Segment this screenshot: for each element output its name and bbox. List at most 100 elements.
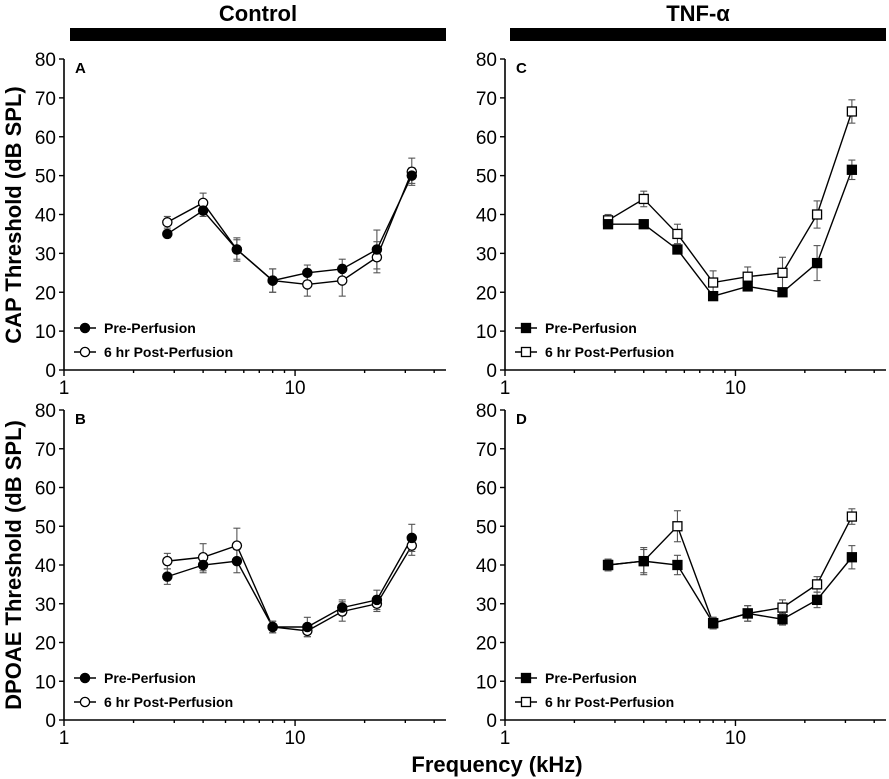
series-line	[607, 111, 853, 284]
data-point	[672, 521, 683, 532]
data-point	[707, 617, 719, 629]
y-tick-label: 50	[35, 517, 56, 538]
y-tick-label: 70	[476, 89, 497, 110]
data-point	[672, 244, 683, 255]
y-tick-label: 20	[35, 634, 56, 655]
x-axis-title: Frequency (kHz)	[411, 752, 582, 777]
y-tick-label: 60	[35, 128, 56, 149]
y-tick-label: 70	[35, 89, 56, 110]
data-point	[811, 257, 823, 269]
y-tick-label: 30	[476, 595, 497, 616]
data-point	[336, 263, 348, 275]
data-point	[846, 164, 858, 175]
y-tick-label: 0	[486, 361, 497, 382]
y-tick-label: 10	[35, 322, 56, 343]
y-tick-label: 60	[476, 128, 497, 149]
x-tick-label: 10	[284, 728, 305, 749]
y-tick-label: 50	[35, 167, 56, 188]
data-point	[777, 614, 788, 625]
x-tick-label: 1	[59, 728, 70, 749]
data-point	[811, 594, 823, 606]
legend-label: Pre-Perfusion	[545, 320, 637, 336]
data-point	[811, 209, 823, 220]
data-point	[638, 555, 649, 567]
y-tick-label: 30	[35, 595, 56, 616]
legend-label: 6 hr Post-Perfusion	[545, 694, 674, 710]
legend-label: 6 hr Post-Perfusion	[545, 344, 674, 360]
data-point	[371, 244, 383, 255]
panel-d: 0 10 20 30 40 50 60 70 80 1 10 D Pre-Perfusion 6 hr P…	[476, 401, 886, 749]
data-point	[777, 287, 788, 298]
series-line	[167, 544, 413, 632]
y-tick-label: 0	[486, 711, 497, 732]
data-point	[602, 559, 614, 571]
y-tick-label: 80	[35, 50, 56, 71]
legend-marker	[79, 696, 91, 708]
data-point	[197, 559, 209, 571]
data-point	[707, 290, 719, 302]
y-tick-label: 40	[35, 556, 56, 577]
panel-letter: D	[516, 411, 527, 428]
data-point	[638, 193, 649, 205]
data-point	[267, 275, 278, 286]
legend-label: Pre-Perfusion	[104, 320, 196, 336]
y-tick-label: 80	[35, 401, 56, 422]
series-line	[608, 169, 853, 297]
x-tick-label: 10	[725, 728, 746, 749]
y-tick-label: 60	[35, 479, 56, 500]
data-point	[742, 271, 753, 282]
y-tick-label: 30	[476, 244, 497, 265]
data-point	[742, 281, 753, 292]
data-point	[777, 602, 788, 613]
data-point	[406, 170, 418, 181]
data-point	[231, 555, 243, 567]
panel-letter: C	[516, 60, 527, 77]
data-point	[231, 244, 243, 255]
data-point	[197, 205, 209, 216]
y-tick-label: 10	[476, 322, 497, 343]
y-tick-label: 50	[476, 517, 497, 538]
group-bar-control	[70, 28, 446, 41]
legend-label: Pre-Perfusion	[104, 670, 196, 686]
group-title-control: Control	[219, 1, 297, 26]
x-tick-label: 1	[500, 378, 511, 399]
y-tick-label: 80	[476, 401, 497, 422]
y-tick-label: 60	[476, 479, 497, 500]
data-point	[777, 267, 788, 278]
series-line	[166, 175, 413, 282]
legend-marker	[520, 696, 532, 708]
x-tick-label: 1	[500, 728, 511, 749]
data-point	[162, 217, 173, 228]
data-point	[846, 106, 858, 117]
data-point	[846, 552, 858, 563]
group-bar-tnf	[510, 28, 886, 41]
y-tick-label: 30	[35, 244, 56, 265]
y-axis-title-dpoae: DPOAE Threshold (dB SPL)	[1, 420, 26, 710]
y-tick-label: 70	[476, 440, 497, 461]
y-tick-label: 10	[476, 672, 497, 693]
x-tick-label: 1	[59, 378, 70, 399]
series-line	[167, 537, 413, 628]
data-point	[302, 279, 313, 290]
data-point	[336, 275, 348, 286]
data-point	[162, 555, 173, 567]
data-point	[406, 532, 418, 544]
data-point	[638, 219, 649, 230]
x-tick-label: 10	[284, 378, 305, 399]
y-tick-label: 40	[476, 556, 497, 577]
y-tick-label: 40	[476, 206, 497, 227]
panel-letter: A	[75, 60, 86, 77]
series-line	[607, 556, 853, 624]
legend-label: 6 hr Post-Perfusion	[104, 344, 233, 360]
data-point	[672, 228, 683, 240]
data-point	[267, 621, 278, 633]
legend-marker	[520, 346, 532, 358]
y-tick-label: 20	[476, 283, 497, 304]
x-tick-label: 10	[725, 378, 746, 399]
data-point	[672, 559, 683, 571]
data-point	[742, 608, 753, 619]
legend-marker	[520, 322, 532, 334]
y-tick-label: 10	[35, 672, 56, 693]
